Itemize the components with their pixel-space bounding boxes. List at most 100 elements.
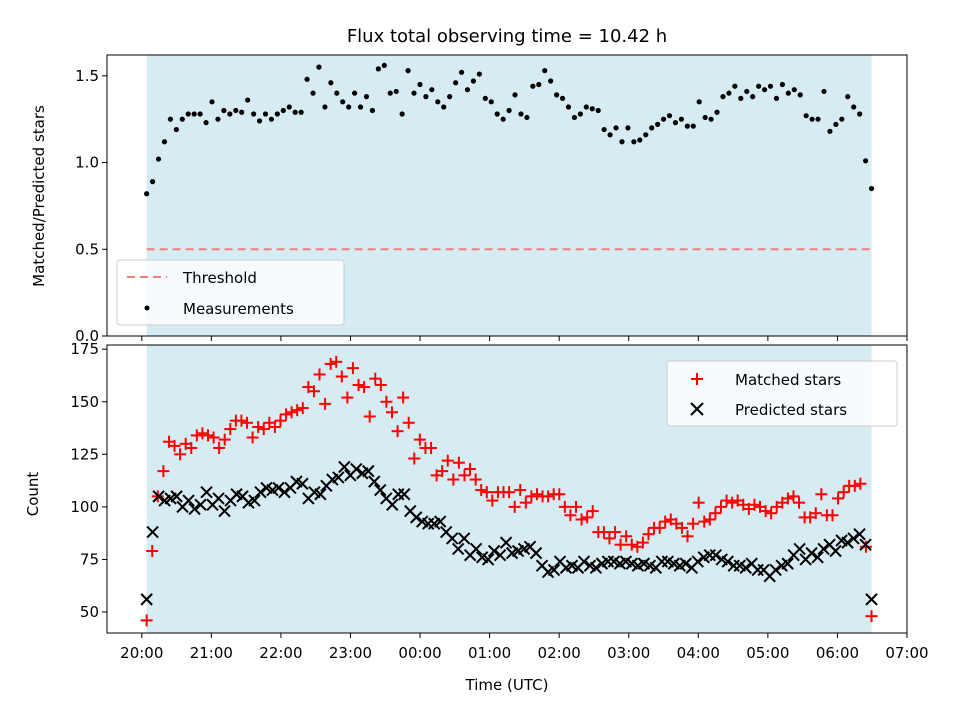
measurement-point xyxy=(458,69,465,75)
matched-star-point xyxy=(207,431,220,444)
predicted-star-point xyxy=(146,525,159,539)
predicted-star-point xyxy=(248,494,261,507)
matched-star-point xyxy=(519,496,532,509)
measurement-point xyxy=(524,114,530,121)
measurement-point xyxy=(268,116,275,122)
measurement-point xyxy=(381,62,387,69)
matched-star-point xyxy=(815,488,828,501)
x-tick-label: 21:00 xyxy=(190,644,233,662)
matched-star-point xyxy=(748,498,761,511)
measurement-point xyxy=(423,94,429,100)
measurement-point xyxy=(536,81,542,88)
measurement-point xyxy=(233,107,239,114)
matched-star-point xyxy=(447,473,460,486)
measurement-point xyxy=(678,116,684,122)
predicted-star-point xyxy=(194,498,207,511)
predicted-star-point xyxy=(493,549,507,562)
matched-star-point xyxy=(837,486,850,499)
measurement-point xyxy=(714,109,720,115)
x-tick-label: 07:00 xyxy=(885,644,928,662)
measurement-point xyxy=(791,87,797,93)
matched-star-point xyxy=(569,500,582,513)
predicted-star-point xyxy=(398,488,411,501)
predicted-star-point xyxy=(811,551,824,564)
measurement-point xyxy=(738,95,744,101)
top-y-tick-label: 1.5 xyxy=(75,67,99,85)
measurement-point xyxy=(363,94,370,100)
measurement-point xyxy=(357,104,364,110)
matched-star-point xyxy=(636,536,649,549)
x-tick-label: 20:00 xyxy=(120,644,163,662)
predicted-star-point xyxy=(445,532,459,545)
measurement-point xyxy=(803,113,809,119)
legend-predicted-swatch xyxy=(690,402,704,416)
matched-star-point xyxy=(759,505,772,518)
matched-star-point xyxy=(854,477,867,490)
measurement-point xyxy=(322,104,328,110)
predicted-star-point xyxy=(200,485,213,499)
measurement-point xyxy=(655,121,661,127)
matched-star-point xyxy=(235,414,248,427)
measurement-point xyxy=(417,81,423,88)
matched-star-point xyxy=(609,526,622,539)
measurement-point xyxy=(500,116,506,122)
x-tick-label: 23:00 xyxy=(329,644,372,662)
matched-star-point xyxy=(452,456,465,469)
measurement-point xyxy=(227,111,233,117)
measurement-point xyxy=(666,113,673,119)
matched-star-point xyxy=(826,509,839,522)
matched-star-point xyxy=(291,404,304,417)
predicted-star-point xyxy=(457,532,471,545)
predicted-star-point xyxy=(362,464,375,478)
predicted-star-point xyxy=(481,553,495,566)
measurement-point xyxy=(559,95,566,101)
matched-star-point xyxy=(832,492,845,505)
matched-star-point xyxy=(625,538,638,551)
measurement-point xyxy=(744,88,750,95)
legend-matched-label: Matched stars xyxy=(735,371,841,389)
measurement-point xyxy=(429,87,435,93)
legend-matched-swatch xyxy=(691,373,703,385)
measurement-point xyxy=(750,94,756,100)
measurement-point xyxy=(340,99,346,105)
matched-star-point xyxy=(564,509,577,522)
matched-star-point xyxy=(246,431,259,444)
measurement-point xyxy=(554,92,560,98)
matched-star-point xyxy=(157,465,170,478)
measurement-point xyxy=(542,68,548,74)
legend-predicted-label: Predicted stars xyxy=(735,401,847,419)
matched-star-point xyxy=(681,530,694,543)
predicted-star-point xyxy=(469,542,483,556)
measurement-point xyxy=(506,107,512,114)
matched-star-point xyxy=(653,521,666,534)
measurement-point xyxy=(197,111,203,117)
matched-star-point xyxy=(586,505,599,518)
matched-star-point xyxy=(558,500,571,513)
legend-measurements-swatch xyxy=(144,305,150,311)
measurement-point xyxy=(453,80,459,86)
measurement-point xyxy=(316,64,322,70)
measurement-point xyxy=(684,123,690,129)
bottom-y-tick-label: 50 xyxy=(80,603,99,621)
measurement-point xyxy=(441,104,447,110)
top-y-tick-label: 0.5 xyxy=(75,240,99,258)
matched-star-point xyxy=(363,410,376,423)
measurement-point xyxy=(494,111,500,117)
predicted-star-point xyxy=(368,475,381,488)
top-panel: 0.0 0.5 1.0 1.5 Matched/Predicted stars Thr… xyxy=(30,54,908,345)
measurement-point xyxy=(785,90,791,96)
measurement-point xyxy=(411,90,417,96)
top-y-tick-label: 1.0 xyxy=(75,154,99,172)
measurement-point xyxy=(601,126,607,133)
x-tick-label: 05:00 xyxy=(746,644,789,662)
predicted-star-point xyxy=(410,511,423,524)
chart-title: Flux total observing time = 10.42 h xyxy=(347,26,667,47)
measurement-point xyxy=(589,106,595,112)
matched-star-point xyxy=(413,433,426,446)
measurement-point xyxy=(387,90,393,96)
measurement-point xyxy=(637,137,643,143)
bottom-y-tick-label: 125 xyxy=(70,445,99,463)
matched-star-point xyxy=(469,473,482,486)
measurement-point xyxy=(179,116,185,122)
measurement-point xyxy=(672,120,679,126)
